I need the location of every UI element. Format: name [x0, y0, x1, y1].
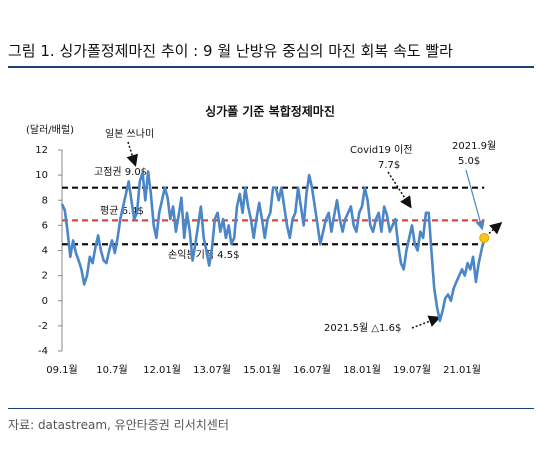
y-tick-label: 8 — [42, 195, 48, 206]
source-note: 자료: datastream, 유안타증권 리서치센터 — [8, 418, 229, 432]
x-tick-label: 19.07월 — [393, 364, 431, 376]
x-tick-label: 09.1월 — [46, 364, 77, 376]
y-tick-label: 10 — [35, 170, 48, 181]
x-tick-label: 15.01월 — [243, 364, 281, 376]
chart: 싱가폴 기준 복합정제마진 (달러/배럴) -4 -2 0 2 4 6 8 10 12 09.1월… — [26, 104, 503, 376]
annotation: Covid19 이전 — [350, 144, 412, 156]
y-tick-label: -4 — [38, 346, 48, 357]
annotation-arrow — [485, 222, 503, 237]
y-tick-label: 6 — [42, 220, 48, 231]
divider — [8, 408, 534, 409]
highlight-point — [479, 232, 490, 243]
annotation-arrow — [465, 169, 485, 231]
x-tick-label: 12.01월 — [143, 364, 181, 376]
annotation: 7.7$ — [378, 160, 400, 171]
x-tick-label: 16.07월 — [293, 364, 331, 376]
annotation: 2021.9월 — [452, 140, 496, 152]
y-tick-label: 4 — [42, 246, 48, 257]
annotation-arrow — [411, 315, 441, 329]
y-tick-label: 2 — [42, 271, 48, 282]
x-tick-label: 13.07월 — [193, 364, 231, 376]
annotation: 2021.5월 △1.6$ — [324, 322, 401, 334]
divider — [8, 66, 534, 68]
chart-title: 싱가폴 기준 복합정제마진 — [205, 104, 335, 119]
x-tick-label: 10.7월 — [96, 364, 127, 376]
y-tick-label: 12 — [35, 145, 48, 156]
y-tick-label: -2 — [38, 321, 48, 332]
data-line — [60, 170, 486, 323]
reference-label: 손익분기점 4.5$ — [168, 249, 239, 261]
y-axis-label: (달러/배럴) — [26, 123, 74, 136]
reference-label: 고점권 9.0$ — [94, 166, 147, 178]
y-tick-label: 0 — [42, 296, 48, 307]
annotation-arrow — [126, 141, 138, 167]
x-tick-label: 21.01월 — [443, 364, 481, 376]
page-title: 그림 1. 싱가폴정제마진 추이 : 9 월 난방유 중심의 마진 회복 속도 … — [8, 42, 453, 60]
annotation: 일본 쓰나미 — [105, 128, 154, 140]
x-tick-label: 18.01월 — [343, 364, 381, 376]
annotation: 5.0$ — [458, 156, 480, 167]
annotation-arrow — [387, 171, 412, 209]
